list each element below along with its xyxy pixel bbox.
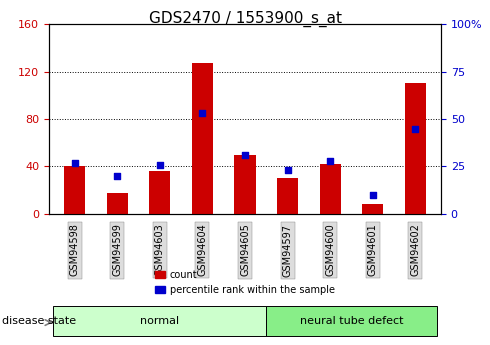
Point bbox=[113, 173, 121, 179]
Point bbox=[412, 126, 419, 131]
Legend: count, percentile rank within the sample: count, percentile rank within the sample bbox=[151, 266, 339, 299]
Bar bbox=[319, 164, 341, 214]
Text: neural tube defect: neural tube defect bbox=[300, 316, 403, 326]
Text: GDS2470 / 1553900_s_at: GDS2470 / 1553900_s_at bbox=[148, 10, 342, 27]
Text: normal: normal bbox=[140, 316, 179, 326]
FancyBboxPatch shape bbox=[266, 306, 437, 336]
Text: disease state: disease state bbox=[2, 316, 76, 326]
Bar bbox=[405, 83, 426, 214]
Bar bbox=[234, 155, 256, 214]
Bar bbox=[64, 166, 85, 214]
Point bbox=[284, 167, 292, 173]
Point bbox=[369, 192, 377, 198]
Point bbox=[241, 152, 249, 158]
Bar bbox=[277, 178, 298, 214]
Bar bbox=[149, 171, 171, 214]
FancyBboxPatch shape bbox=[53, 306, 266, 336]
Point bbox=[198, 110, 206, 116]
Point bbox=[71, 160, 78, 165]
Bar bbox=[192, 63, 213, 214]
Bar bbox=[106, 193, 128, 214]
Point bbox=[156, 162, 164, 167]
Point bbox=[326, 158, 334, 164]
Bar bbox=[362, 204, 384, 214]
